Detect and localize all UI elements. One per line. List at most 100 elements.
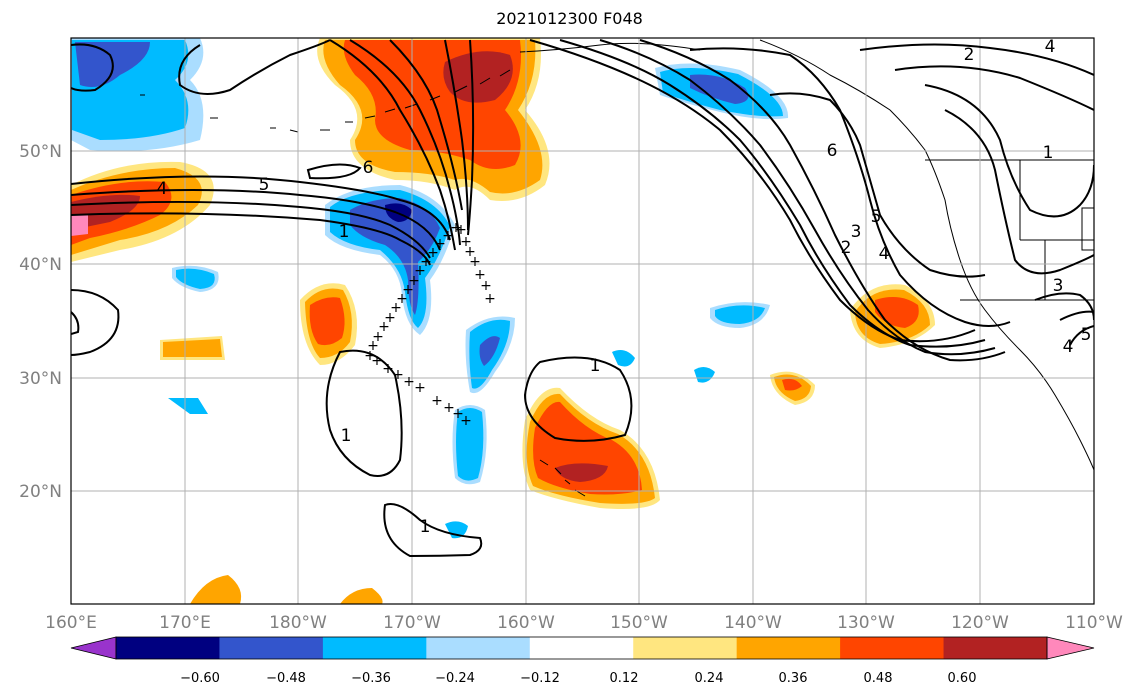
lon-label: 150°W (610, 613, 668, 633)
track-marker: + (392, 367, 404, 383)
track-marker: + (390, 300, 402, 316)
track-marker: + (455, 222, 467, 238)
contour-label: 1 (341, 426, 352, 446)
graticule (71, 38, 1094, 604)
colorbar-extend-low (70, 636, 117, 660)
track-marker: + (484, 291, 496, 307)
colorbar-cell (116, 637, 220, 659)
pos-anomaly-region (163, 339, 222, 357)
lon-label: 180°W (269, 613, 327, 633)
lon-label: 120°W (951, 613, 1009, 633)
colorbar-extend-high (1046, 636, 1095, 660)
pos-anomaly-region (309, 297, 345, 346)
map-title: 2021012300 F048 (496, 9, 643, 28)
track-marker: + (371, 353, 383, 369)
track-marker: + (367, 338, 379, 354)
track-marker: + (480, 278, 492, 294)
colorbar-tick-labels: −0.60 −0.48 −0.36 −0.24 −0.12 0.12 0.24 … (180, 671, 976, 686)
colorbar-tick-label: −0.48 (266, 671, 306, 686)
lat-label: 30°N (19, 369, 62, 389)
colorbar: −0.60 −0.48 −0.36 −0.24 −0.12 0.12 0.24 … (70, 636, 1095, 686)
pos-anomaly-region (190, 575, 242, 604)
neg-anomaly-region (694, 366, 715, 383)
contour-labels: 4 5 6 1 1 1 1 2 4 6 5 3 2 4 1 3 4 5 (157, 37, 1092, 537)
track-marker: + (414, 263, 426, 279)
track-marker: + (396, 291, 408, 307)
track-marker: + (372, 329, 384, 345)
contour-label: 4 (157, 179, 168, 199)
track-marker: + (403, 374, 415, 390)
lat-labels: 50°N 40°N 30°N 20°N (19, 142, 62, 502)
neg-anomaly-region (479, 336, 500, 366)
colorbar-tick-label: 0.48 (864, 671, 893, 686)
colorbar-cell (943, 637, 1048, 659)
contour-label: 1 (339, 222, 350, 242)
track-markers: + + + + + + + + + + + + + + + + + + + + … (364, 220, 496, 429)
colorbar-tick-label: −0.12 (520, 671, 560, 686)
contour-label: 5 (871, 207, 882, 227)
contour-label: 3 (1053, 276, 1064, 296)
colorbar-cell (426, 637, 531, 659)
track-marker: + (420, 254, 432, 270)
colorbar-tick-label: 0.12 (610, 671, 639, 686)
lon-label: 170°W (383, 613, 441, 633)
contour-label: 2 (964, 45, 975, 65)
track-marker: + (427, 245, 439, 261)
contour-label: 1 (590, 356, 601, 376)
lat-label: 20°N (19, 482, 62, 502)
map-plot-area: + + + + + + + + + + + + + + + + + + + + … (71, 37, 1094, 604)
contour-label: 2 (841, 238, 852, 258)
neg-anomaly-region (176, 268, 215, 289)
colorbar-cell (529, 637, 634, 659)
lon-label: 130°W (837, 613, 895, 633)
colorbar-tick-label: 0.60 (948, 671, 977, 686)
pos-anomaly-region (340, 588, 383, 604)
track-marker: + (364, 348, 376, 364)
lon-label: 160°E (45, 613, 97, 633)
colorbar-tick-label: 0.36 (779, 671, 808, 686)
track-marker: + (464, 244, 476, 260)
track-marker: + (431, 393, 443, 409)
contour-label: 1 (1043, 143, 1054, 163)
neg-anomaly-region (168, 398, 208, 414)
contour-label: 1 (420, 517, 431, 537)
track-marker: + (382, 361, 394, 377)
contour-label: 6 (363, 158, 374, 178)
track-marker: + (450, 220, 462, 236)
colorbar-tick-label: −0.60 (180, 671, 220, 686)
track-marker: + (408, 273, 420, 289)
lon-label: 140°W (724, 613, 782, 633)
track-marker: + (442, 228, 454, 244)
track-marker: + (414, 380, 426, 396)
neg-anomaly-region (350, 198, 440, 315)
contour-label: 3 (851, 222, 862, 242)
pos-anomaly-region (71, 214, 88, 236)
lon-label: 110°W (1065, 613, 1123, 633)
colorbar-cell (736, 637, 841, 659)
track-marker: + (460, 234, 472, 250)
neg-anomaly-region (612, 350, 635, 367)
pos-anomaly-region (782, 378, 802, 391)
track-marker: + (378, 319, 390, 335)
track-marker: + (434, 236, 446, 252)
contour-label: 4 (1045, 37, 1056, 57)
neg-anomaly-region (456, 408, 484, 481)
contour-label: 4 (1063, 337, 1074, 357)
contour-label: 6 (827, 141, 838, 161)
colorbar-tick-label: 0.24 (695, 671, 724, 686)
lon-label: 170°E (159, 613, 211, 633)
track-marker: + (469, 254, 481, 270)
colorbar-tick-label: −0.36 (351, 671, 391, 686)
contour-lines (71, 39, 1094, 558)
lat-label: 40°N (19, 255, 62, 275)
track-marker: + (474, 267, 486, 283)
track-marker: + (402, 282, 414, 298)
lon-label: 160°W (497, 613, 555, 633)
colorbar-cell (322, 637, 427, 659)
lat-label: 50°N (19, 142, 62, 162)
contour-label: 4 (879, 244, 890, 264)
colorbar-cell (840, 637, 945, 659)
track-marker: + (452, 406, 464, 422)
track-marker: + (443, 400, 455, 416)
